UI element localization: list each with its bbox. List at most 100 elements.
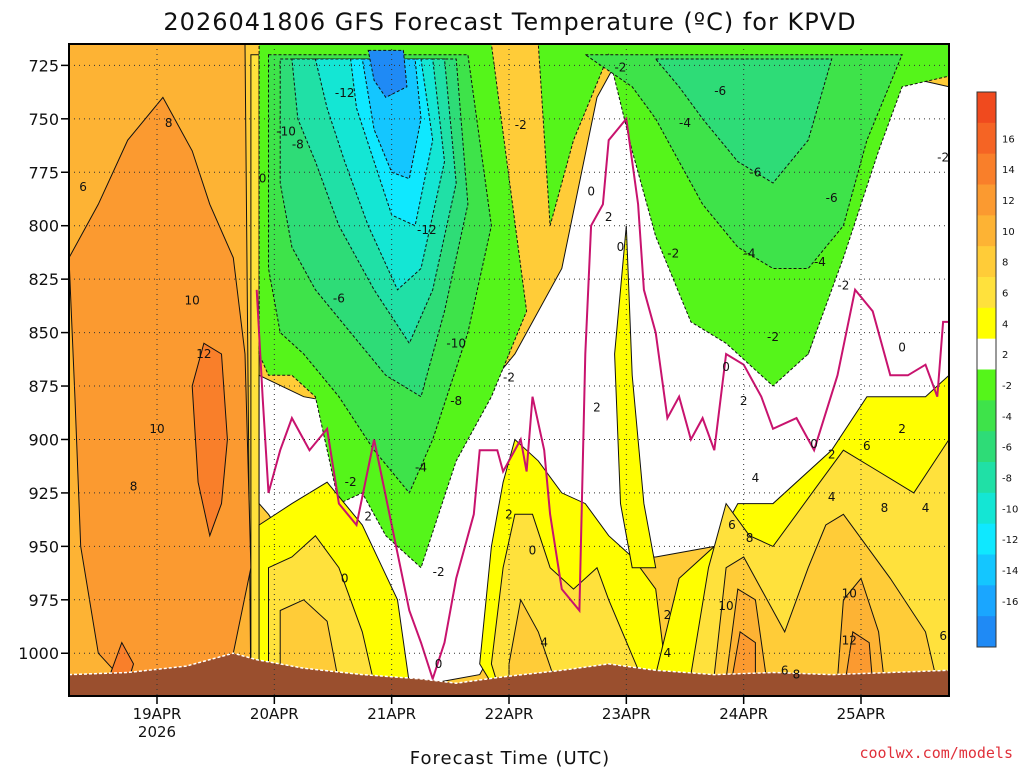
contour-label-26: 0 [587,185,595,199]
x-axis-label: Forecast Time (UTC) [410,748,610,768]
y-tick-label-800: 800 [28,217,59,236]
contour-label-0: 8 [165,116,173,130]
colorbar-label-10: -6 [1002,443,1012,454]
colorbar-label-12: -10 [1002,504,1018,515]
contour-label-53: 8 [881,501,889,515]
colorbar-label-3: 10 [1002,227,1015,238]
contour-label-14: -2 [503,370,515,384]
colorbar-label-7: 2 [1002,350,1008,361]
contour-label-27: 2 [605,210,613,224]
contour-label-39: 2 [740,394,748,408]
colorbar-label-5: 6 [1002,288,1008,299]
y-tick-label-750: 750 [28,110,59,129]
colorbar-bin-13 [977,492,996,525]
colorbar-bin-3 [977,184,996,216]
contour-label-21: 2 [505,507,513,521]
y-tick-label-900: 900 [28,430,59,449]
contour-label-33: -4 [679,116,691,130]
contour-label-23: 4 [540,636,548,650]
colorbar-bin-15 [977,554,996,586]
contour-label-59: 4 [922,501,930,515]
colorbar-bin-12 [977,462,996,494]
colorbar-bin-6 [977,277,996,309]
contour-label-34: -6 [749,165,761,179]
colorbar-bin-2 [977,153,996,185]
colorbar-bin-17 [977,616,996,648]
colorbar-bin-8 [977,338,996,370]
x-tick-label-2: 21APR [367,705,416,723]
contour-label-3: 12 [196,347,211,361]
contour-label-6: -12 [335,86,355,100]
colorbar-label-15: -16 [1002,597,1018,608]
contour-label-55: 12 [842,633,857,647]
contour-label-45: 8 [793,668,801,682]
contour-label-38: 0 [722,360,730,374]
y-tick-label-725: 725 [28,56,59,75]
contour-label-36: -4 [744,246,756,260]
x-tick-label-3: 22APR [485,705,534,723]
contour-label-41: 6 [728,518,736,532]
contour-label-51: 4 [828,490,836,504]
contour-label-28: 0 [617,240,625,254]
contour-label-58: 2 [898,422,906,436]
colorbar-bin-9 [977,369,996,401]
colorbar-bin-10 [977,400,996,432]
chart-title: 2026041806 GFS Forecast Temperature (ºC)… [163,8,856,36]
colorbar-label-8: -2 [1002,381,1012,392]
contour-label-52: 6 [863,439,871,453]
colorbar-bin-0 [977,92,996,124]
colorbar-bin-5 [977,246,996,278]
contour-label-50: 2 [828,447,836,461]
temperature-zone-16 [654,58,833,184]
contour-label-22: 0 [529,544,537,558]
contour-label-29: 2 [593,400,601,414]
colorbar-label-14: -14 [1002,566,1018,577]
contour-label-8: -8 [292,137,304,151]
contour-label-19: -2 [433,565,445,579]
contour-label-37: -2 [767,330,779,344]
contour-label-44: 6 [781,663,789,677]
contour-label-43: 10 [718,599,733,613]
colorbar-bin-4 [977,215,996,247]
contour-label-32: -6 [714,84,726,98]
y-tick-label-825: 825 [28,270,59,289]
colorbar-label-1: 14 [1002,165,1015,176]
colorbar: 16 14 12 10 8 6 4 2 -2 -4 -6 -8 -10 -12 -14 -16 [976,91,1018,648]
contour-label-30: 2 [664,608,672,622]
contour-label-60: 6 [939,629,947,643]
x-tick-label-0: 19APR [133,705,182,723]
credit-text: coolwx.com/models [859,744,1013,762]
contour-label-25: -2 [614,61,626,75]
colorbar-label-11: -8 [1002,473,1012,484]
contour-label-18: 0 [341,571,349,585]
colorbar-bin-1 [977,122,996,155]
colorbar-label-2: 12 [1002,196,1015,207]
temperature-zone-4 [250,54,260,684]
y-tick-label-775: 775 [28,163,59,182]
y-tick-label-850: 850 [28,324,59,343]
y-tick-label-875: 875 [28,377,59,396]
contour-label-46: -6 [826,191,838,205]
terrain-ground [69,652,949,696]
colorbar-label-6: 4 [1002,319,1008,330]
y-axis: 725 750 775 800 825 850 875 900 925 950 975 1000 [18,56,69,663]
contour-label-40: 4 [752,471,760,485]
temperature-zones [69,44,949,696]
x-tick-label-4: 23APR [602,705,651,723]
contour-label-57: 0 [898,341,906,355]
contour-label-13: -8 [450,394,462,408]
contour-label-4: 10 [149,422,164,436]
colorbar-bin-14 [977,523,996,555]
contour-label-31: 4 [664,646,672,660]
temperature-zone-23 [614,225,657,569]
contour-label-11: -6 [333,291,345,305]
contour-label-15: -4 [415,460,427,474]
temperature-zone-13 [367,49,408,99]
colorbar-label-13: -12 [1002,535,1018,546]
colorbar-label-9: -4 [1002,412,1012,423]
contour-label-54: 10 [842,586,857,600]
y-tick-label-925: 925 [28,484,59,503]
x-tick-label-6: 25APR [837,705,886,723]
